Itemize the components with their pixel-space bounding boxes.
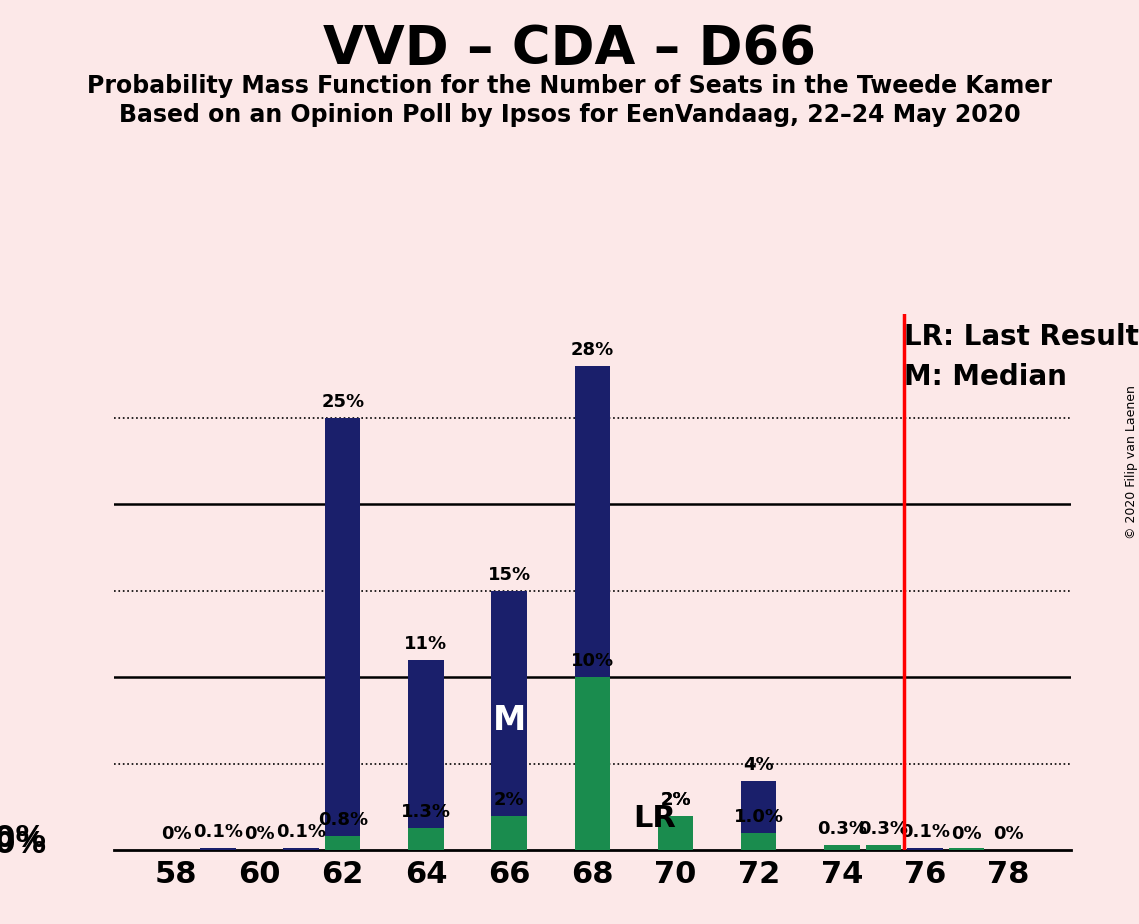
Text: Based on an Opinion Poll by Ipsos for EenVandaag, 22–24 May 2020: Based on an Opinion Poll by Ipsos for Ee…: [118, 103, 1021, 128]
Text: 0.3%: 0.3%: [817, 820, 867, 838]
Bar: [741, 833, 777, 850]
Bar: [574, 677, 611, 850]
Bar: [741, 781, 777, 850]
Bar: [825, 845, 860, 850]
Bar: [908, 848, 943, 850]
Text: 0%: 0%: [161, 825, 191, 844]
Bar: [325, 418, 360, 850]
Bar: [408, 660, 443, 850]
Text: 1.0%: 1.0%: [734, 808, 784, 826]
Text: 0%: 0%: [993, 825, 1024, 844]
Text: LR: LR: [633, 805, 677, 833]
Bar: [574, 366, 611, 850]
Text: 0.1%: 0.1%: [276, 823, 326, 842]
Text: 2%: 2%: [661, 791, 690, 808]
Text: 20%: 20%: [0, 824, 47, 854]
Text: 1.3%: 1.3%: [401, 803, 451, 821]
Text: 0%: 0%: [951, 825, 982, 844]
Bar: [658, 816, 694, 850]
Text: © 2020 Filip van Laenen: © 2020 Filip van Laenen: [1124, 385, 1138, 539]
Text: 0.1%: 0.1%: [900, 823, 950, 842]
Text: 28%: 28%: [571, 341, 614, 359]
Bar: [866, 845, 901, 850]
Bar: [949, 848, 984, 850]
Text: Probability Mass Function for the Number of Seats in the Tweede Kamer: Probability Mass Function for the Number…: [87, 74, 1052, 98]
Text: 4%: 4%: [744, 756, 775, 774]
Text: VVD – CDA – D66: VVD – CDA – D66: [323, 23, 816, 75]
Bar: [408, 828, 443, 850]
Text: 0.3%: 0.3%: [859, 820, 909, 838]
Text: 10%: 10%: [571, 652, 614, 670]
Text: 0.8%: 0.8%: [318, 811, 368, 830]
Text: 15%: 15%: [487, 565, 531, 584]
Text: 2%: 2%: [661, 791, 690, 808]
Text: M: M: [492, 704, 526, 737]
Bar: [658, 816, 694, 850]
Text: 10%: 10%: [0, 830, 47, 859]
Text: 11%: 11%: [404, 635, 448, 653]
Text: 2%: 2%: [494, 791, 524, 808]
Text: 0.1%: 0.1%: [192, 823, 243, 842]
Bar: [200, 848, 236, 850]
Bar: [491, 816, 526, 850]
Text: 0%: 0%: [244, 825, 274, 844]
Text: M: Median: M: Median: [904, 362, 1067, 391]
Text: LR: Last Result: LR: Last Result: [904, 322, 1139, 351]
Bar: [284, 848, 319, 850]
Bar: [491, 590, 526, 850]
Bar: [325, 836, 360, 850]
Text: 25%: 25%: [321, 393, 364, 411]
